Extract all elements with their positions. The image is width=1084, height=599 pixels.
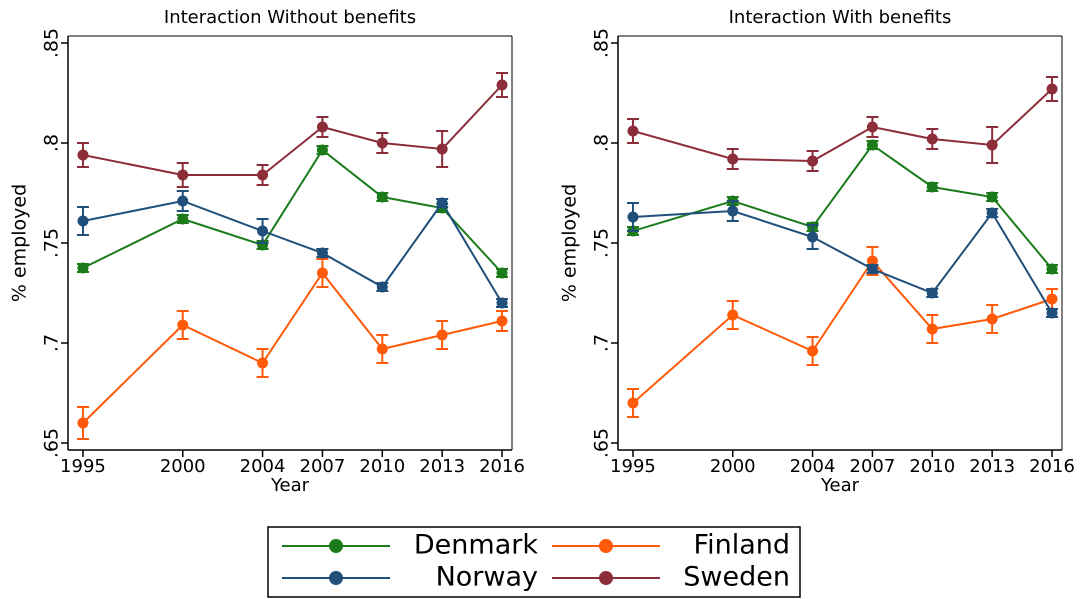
point (376, 343, 388, 355)
point (807, 345, 819, 357)
point (436, 329, 448, 341)
legend-box (267, 526, 801, 598)
series-line (632, 88, 1053, 163)
point (627, 397, 639, 409)
point (316, 267, 328, 279)
x-tick-label: 2016 (479, 456, 525, 477)
point (926, 323, 938, 335)
point (1046, 307, 1058, 319)
point (436, 197, 448, 209)
point (257, 225, 269, 237)
legend-label: Sweden (683, 562, 790, 593)
x-tick-label: 2016 (1029, 456, 1075, 477)
y-tick-label: .65 (591, 428, 613, 458)
x-tick-label: 2000 (710, 456, 756, 477)
point (496, 267, 508, 279)
point (316, 144, 328, 156)
point (77, 149, 89, 161)
point (177, 213, 189, 225)
x-tick-label: 2004 (240, 456, 286, 477)
y-tick-label: .7 (41, 334, 63, 352)
x-tick-label: 1995 (610, 456, 656, 477)
x-tick-label: 2013 (419, 456, 465, 477)
point (77, 262, 89, 274)
point (1046, 263, 1058, 275)
point (257, 357, 269, 369)
x-tick-label: 2007 (850, 456, 896, 477)
point (866, 255, 878, 267)
legend-label: Denmark (414, 530, 538, 561)
point (77, 417, 89, 429)
y-tick-label: .8 (591, 134, 613, 152)
point (986, 207, 998, 219)
legend-label: Finland (694, 530, 790, 561)
point (727, 153, 739, 165)
x-tick-label: 2000 (160, 456, 206, 477)
series-line (632, 209, 1053, 314)
point (496, 315, 508, 327)
y-tick-label: .75 (41, 228, 63, 258)
point (376, 281, 388, 293)
x-tick-label: 2007 (300, 456, 346, 477)
y-tick-label: .75 (591, 228, 613, 258)
x-tick-label: 1995 (60, 456, 106, 477)
point (376, 137, 388, 149)
point (257, 169, 269, 181)
chart-title: Interaction With benefits (729, 7, 952, 28)
point (177, 195, 189, 207)
point (807, 155, 819, 167)
series-line (82, 199, 503, 304)
legend-marker (599, 539, 613, 553)
x-tick-label: 2004 (790, 456, 836, 477)
chart-title: Interaction Without benefits (164, 7, 416, 28)
point (807, 231, 819, 243)
y-tick-label: .7 (591, 334, 613, 352)
y-tick-label: .85 (41, 28, 63, 58)
x-tick-label: 2010 (909, 456, 955, 477)
legend-marker (329, 539, 343, 553)
legend-marker (599, 571, 613, 585)
point (316, 247, 328, 259)
x-tick-label: 2010 (359, 456, 405, 477)
point (77, 215, 89, 227)
y-tick-label: .85 (591, 28, 613, 58)
point (727, 205, 739, 217)
point (1046, 83, 1058, 95)
point (986, 191, 998, 203)
point (496, 79, 508, 91)
point (436, 143, 448, 155)
point (866, 139, 878, 151)
point (926, 133, 938, 145)
point (926, 287, 938, 299)
legend-label: Norway (436, 562, 538, 593)
point (627, 125, 639, 137)
point (926, 181, 938, 193)
point (177, 169, 189, 181)
point (986, 139, 998, 151)
point (316, 121, 328, 133)
point (496, 297, 508, 309)
point (727, 309, 739, 321)
point (866, 121, 878, 133)
y-tick-label: .65 (41, 428, 63, 458)
legend-marker (329, 571, 343, 585)
point (376, 191, 388, 203)
point (1046, 293, 1058, 305)
point (866, 263, 878, 275)
y-tick-label: .8 (41, 134, 63, 152)
point (986, 313, 998, 325)
x-tick-label: 2013 (969, 456, 1015, 477)
point (177, 319, 189, 331)
y-axis-title: % employed (9, 184, 31, 302)
y-axis-title: % employed (559, 184, 581, 302)
x-axis-title: Year (270, 475, 310, 496)
x-axis-title: Year (820, 475, 860, 496)
point (627, 211, 639, 223)
